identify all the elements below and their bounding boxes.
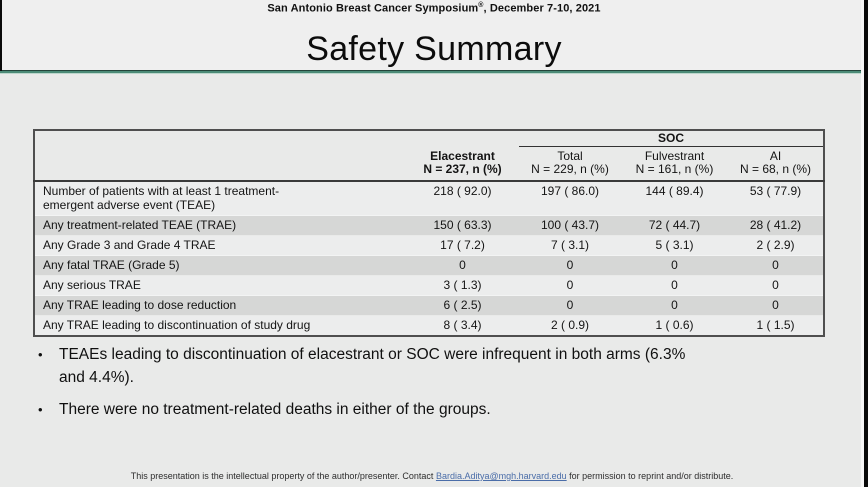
bullet-list: • TEAEs leading to discontinuation of el… bbox=[38, 343, 707, 430]
table-row: Any fatal TRAE (Grade 5) 0 0 0 0 bbox=[34, 255, 825, 276]
cell-value: 0 bbox=[566, 278, 574, 292]
cell-value: 72 ( 44.7) bbox=[648, 218, 701, 232]
cell-value: 53 ( 77.9) bbox=[749, 184, 802, 198]
footer: This presentation is the intellectual pr… bbox=[0, 471, 864, 481]
column-header-total: Total N = 229, n (%) bbox=[519, 146, 621, 182]
cell-value: 0 bbox=[671, 298, 678, 312]
table-row: Number of patients with at least 1 treat… bbox=[34, 181, 825, 216]
cell-value: 144 ( 89.4) bbox=[645, 184, 704, 198]
footer-text-post: for permission to reprint and/or distrib… bbox=[566, 471, 734, 481]
row-label: Any TRAE leading to discontinuation of s… bbox=[43, 318, 311, 332]
cell-value: 0 bbox=[772, 298, 779, 312]
column-header-row: Elacestrant N = 237, n (%) Total N = 229… bbox=[34, 146, 825, 182]
cell-value: 100 ( 43.7) bbox=[540, 218, 600, 232]
conference-name: San Antonio Breast Cancer Symposium bbox=[267, 2, 479, 15]
cell-value: 1 ( 0.6) bbox=[655, 318, 694, 332]
table-header: SOC Elacestrant N = 237, n (%) Total N =… bbox=[34, 130, 825, 182]
bullet-text: TEAEs leading to discontinuation of elac… bbox=[59, 346, 686, 386]
cell-value: 150 ( 63.3) bbox=[433, 218, 492, 232]
cell-value: 0 bbox=[671, 258, 678, 272]
table-corner bbox=[34, 130, 519, 147]
footer-email-link[interactable]: Bardia.Aditya@mgh.harvard.edu bbox=[435, 471, 567, 481]
column-header-elacestrant: Elacestrant N = 237, n (%) bbox=[406, 146, 519, 182]
row-label: Any treatment-related TEAE (TRAE) bbox=[43, 218, 237, 232]
cell-value: 7 ( 3.1) bbox=[550, 238, 589, 252]
cell-value: 6 ( 2.5) bbox=[443, 298, 482, 312]
cell-value: 1 ( 1.5) bbox=[756, 318, 795, 332]
cell-value: 0 bbox=[459, 258, 466, 272]
cell-value: 0 bbox=[566, 298, 574, 312]
table-row: Any TRAE leading to discontinuation of s… bbox=[34, 315, 825, 336]
table-row: Any serious TRAE 3 ( 1.3) 0 0 0 bbox=[34, 275, 825, 296]
cell-value: 0 bbox=[671, 278, 678, 292]
right-edge-highlight bbox=[861, 0, 864, 487]
cell-value: 3 ( 1.3) bbox=[443, 278, 482, 292]
cell-value: 28 ( 41.2) bbox=[749, 218, 802, 232]
cell-value: 197 ( 86.0) bbox=[540, 184, 600, 198]
conference-header: San Antonio Breast Cancer Symposium®, De… bbox=[0, 2, 868, 15]
cell-value: 2 ( 0.9) bbox=[550, 318, 589, 332]
cell-value: 0 bbox=[566, 258, 574, 272]
safety-table: SOC Elacestrant N = 237, n (%) Total N =… bbox=[33, 129, 826, 337]
column-header-fulvestrant: Fulvestrant N = 161, n (%) bbox=[621, 146, 728, 182]
cell-value: 17 ( 7.2) bbox=[440, 238, 485, 252]
cell-value: 2 ( 2.9) bbox=[756, 238, 795, 252]
bullet-item: • There were no treatment-related deaths… bbox=[38, 398, 707, 421]
row-label-header bbox=[34, 146, 406, 182]
page-title: Safety Summary bbox=[306, 30, 562, 68]
left-edge-bar bbox=[0, 0, 2, 71]
bullet-marker: • bbox=[38, 347, 43, 362]
safety-table-body: Number of patients with at least 1 treat… bbox=[34, 181, 825, 336]
registered-mark: ® bbox=[478, 2, 484, 9]
row-label: Number of patients with at least 1 treat… bbox=[43, 184, 280, 212]
cell-value: 218 ( 92.0) bbox=[433, 184, 492, 198]
header-band bbox=[0, 0, 868, 71]
table-row: Any treatment-related TEAE (TRAE) 150 ( … bbox=[34, 215, 825, 236]
cell-value: 5 ( 3.1) bbox=[655, 238, 694, 252]
cell-value: 0 bbox=[772, 258, 779, 272]
row-label: Any TRAE leading to dose reduction bbox=[43, 298, 237, 312]
table-row: Any Grade 3 and Grade 4 TRAE 17 ( 7.2) 7 … bbox=[34, 235, 825, 256]
bullet-marker: • bbox=[38, 402, 43, 417]
cell-value: 8 ( 3.4) bbox=[443, 318, 482, 332]
footer-text-pre: This presentation is the intellectual pr… bbox=[130, 471, 436, 481]
cell-value: 0 bbox=[772, 278, 779, 292]
bullet-text: There were no treatment-related deaths i… bbox=[59, 401, 491, 418]
right-edge-bar bbox=[864, 0, 868, 487]
conference-dates: , December 7-10, 2021 bbox=[483, 2, 601, 15]
row-label: Any fatal TRAE (Grade 5) bbox=[43, 258, 180, 272]
accent-rule bbox=[0, 70, 868, 74]
bullet-item: • TEAEs leading to discontinuation of el… bbox=[38, 343, 707, 389]
soc-group-row: SOC bbox=[34, 130, 825, 147]
table-row: Any TRAE leading to dose reduction 6 ( 2… bbox=[34, 295, 825, 316]
soc-group-header: SOC bbox=[519, 130, 825, 147]
row-label: Any Grade 3 and Grade 4 TRAE bbox=[43, 238, 216, 252]
row-label: Any serious TRAE bbox=[43, 278, 141, 292]
column-header-ai: AI N = 68, n (%) bbox=[728, 146, 825, 182]
